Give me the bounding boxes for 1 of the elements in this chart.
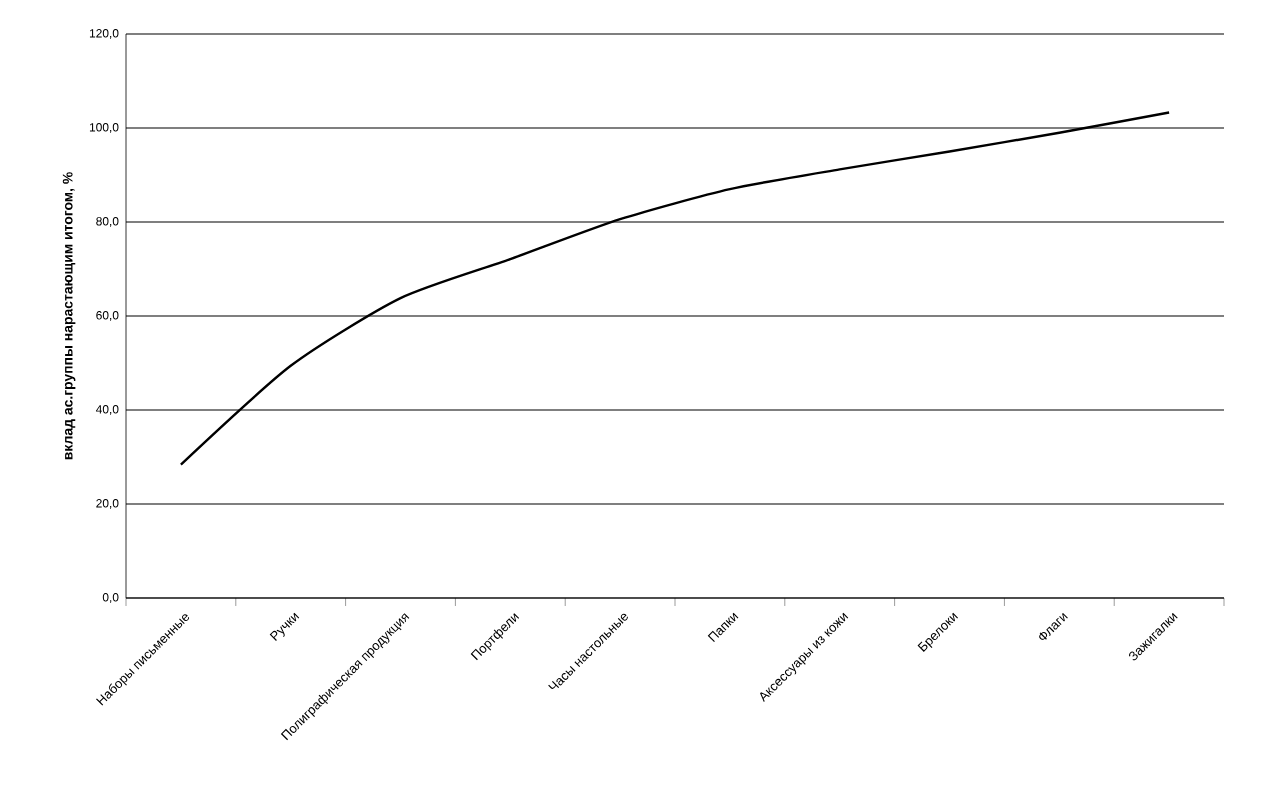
line-series (179, 111, 1171, 466)
